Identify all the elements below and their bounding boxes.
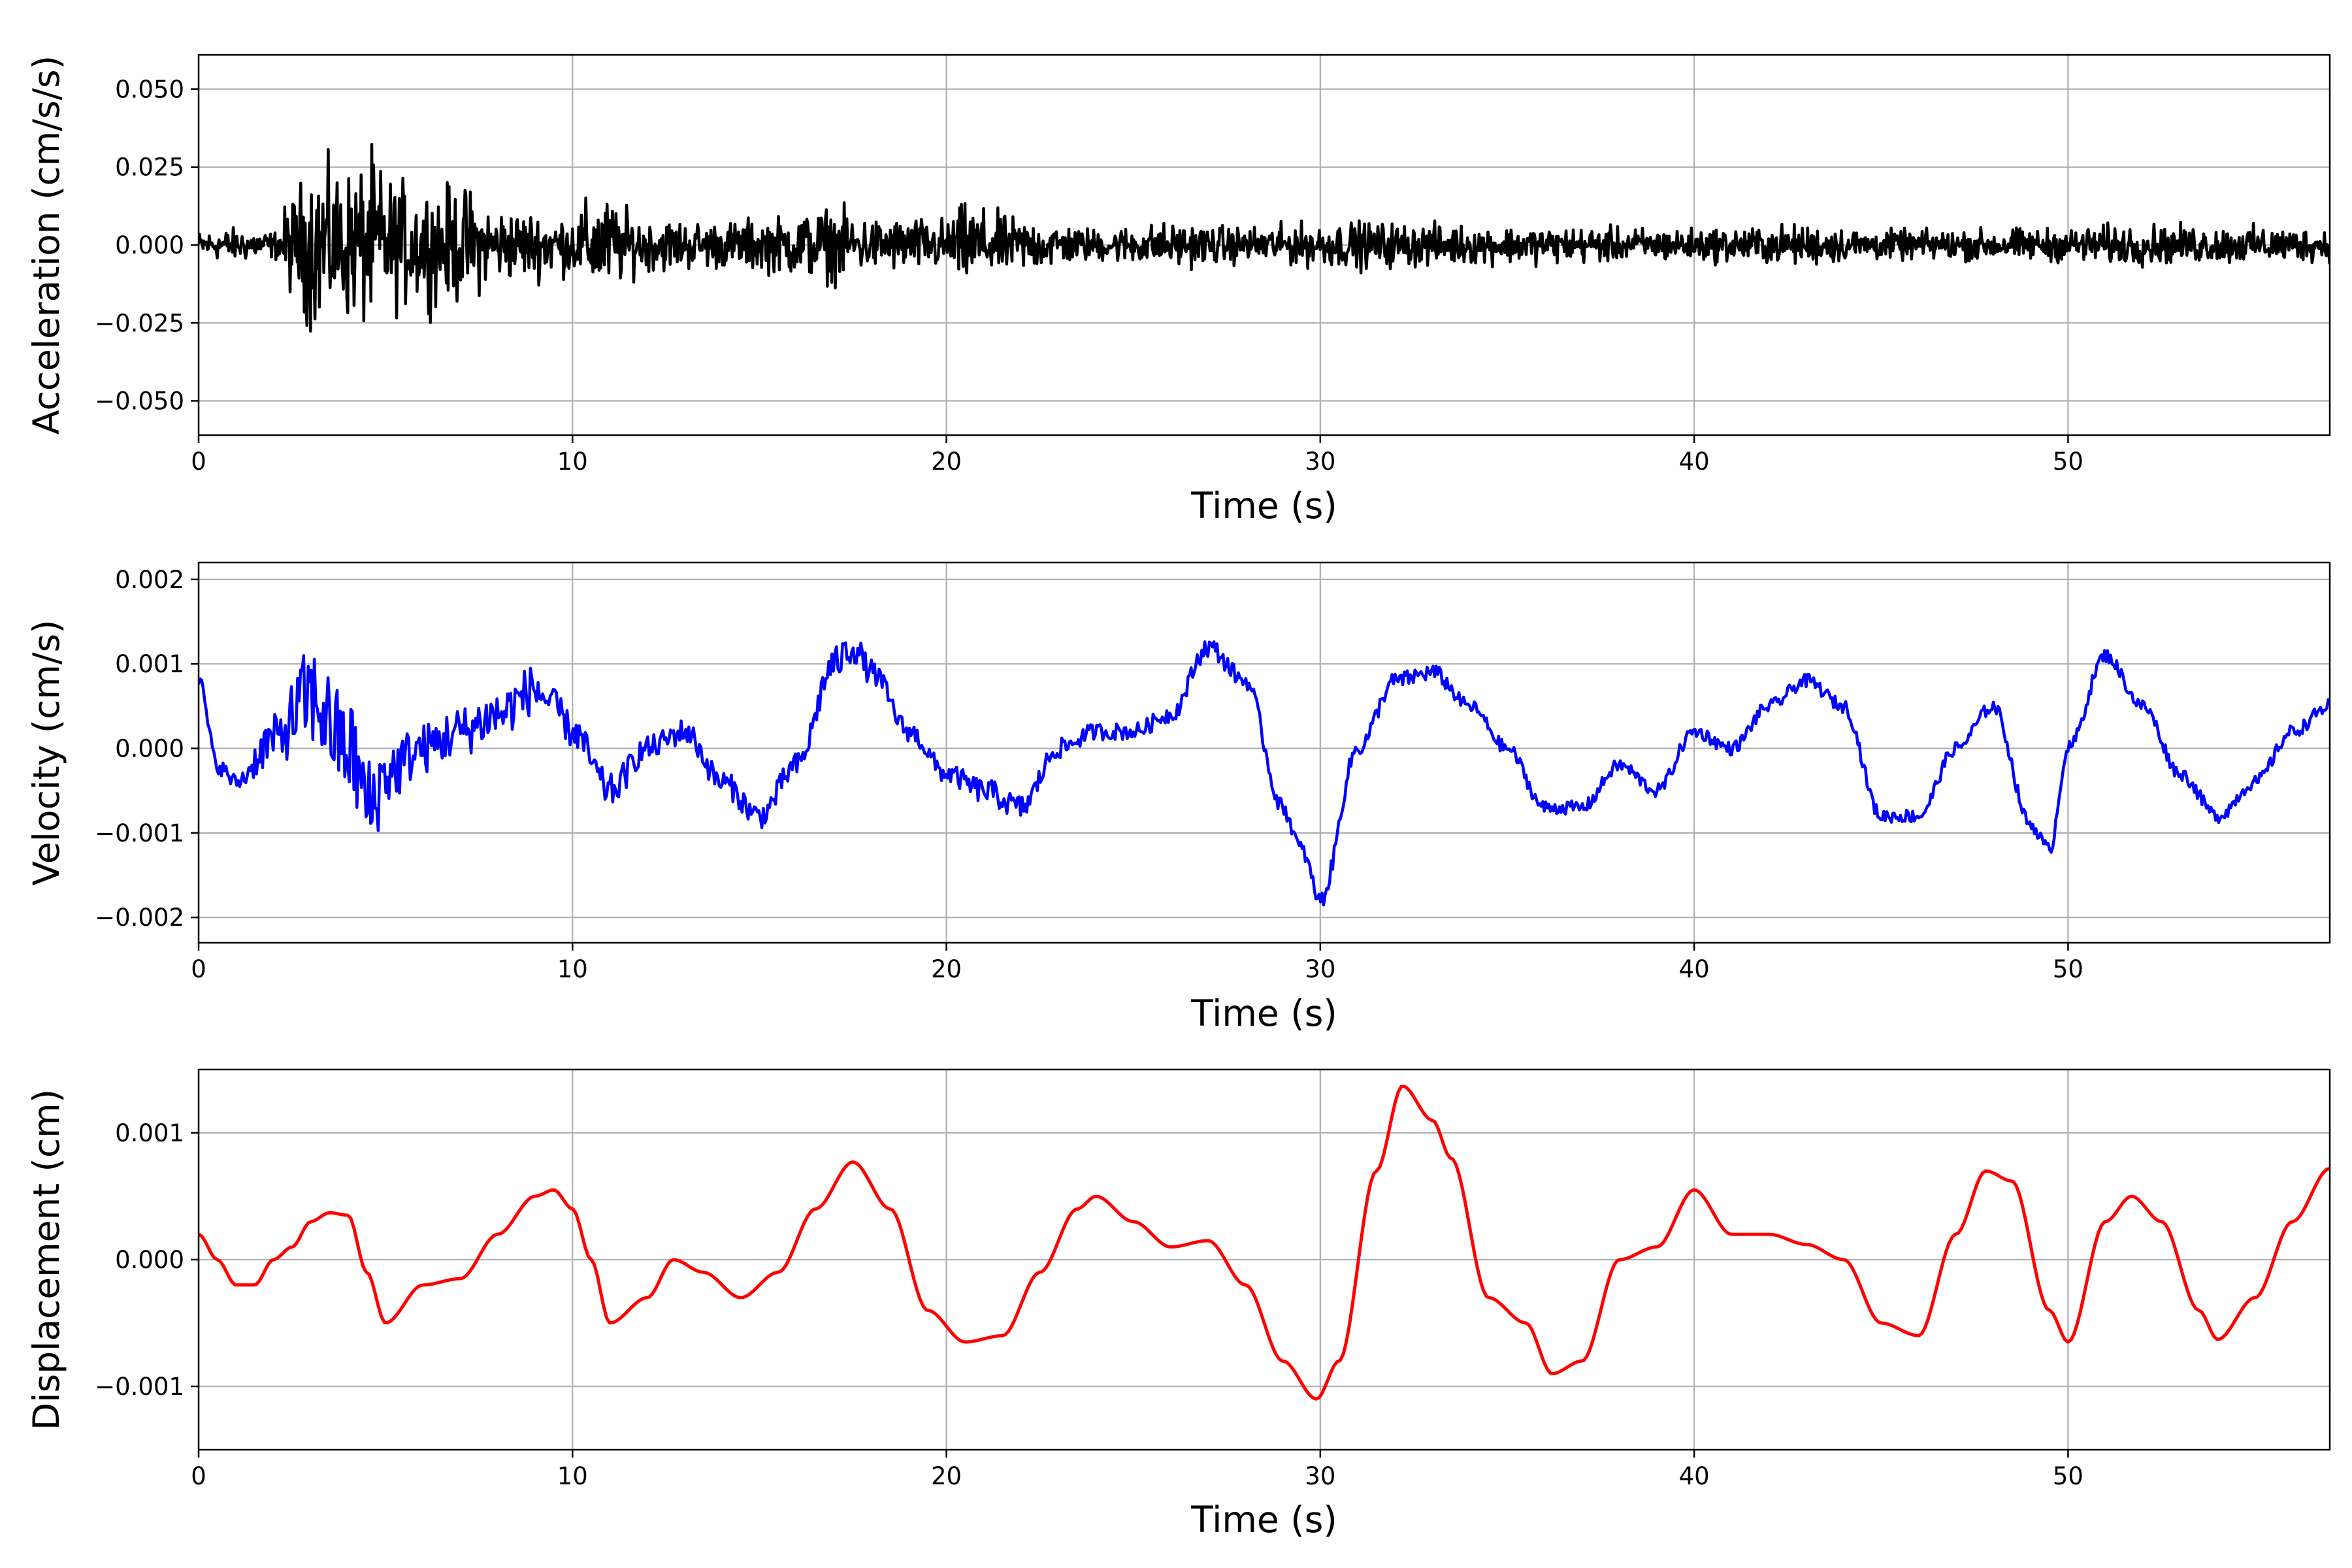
acceleration-ytick-label: −0.025 [95,309,184,337]
displacement-panel: Displacement (cm) Time (s) 0 10 20 30 40 50 0.… [25,1068,2331,1541]
displacement-xtick-label: 50 [2053,1462,2083,1490]
acceleration-xtick-label: 30 [1305,448,1335,476]
acceleration-series-line [199,142,2330,333]
displacement-series-line [199,1085,2330,1401]
displacement-xtick-label: 30 [1305,1462,1335,1490]
velocity-ytick-label: 0.000 [115,735,184,763]
velocity-xtick-label: 30 [1305,955,1335,983]
velocity-xtick-label: 10 [557,955,588,983]
displacement-xtick-label: 40 [1679,1462,1710,1490]
velocity-ytick-label: −0.001 [95,819,184,847]
displacement-xtick-label: 10 [557,1462,588,1490]
displacement-ylabel: Displacement (cm) [25,1089,67,1430]
velocity-panel: Velocity (cm/s) Time (s) 0 10 20 30 40 50 0.00… [25,561,2331,1034]
acceleration-ytick-label: 0.050 [115,75,184,103]
velocity-axes-frame [197,561,2331,944]
displacement-ytick-label: −0.001 [95,1373,184,1401]
velocity-xtick-label: 20 [931,955,962,983]
acceleration-xtick-label: 20 [931,448,962,476]
displacement-ytick-label: 0.000 [115,1246,184,1274]
displacement-xtick-label: 20 [931,1462,962,1490]
velocity-xlabel: Time (s) [1190,992,1337,1034]
acceleration-xtick-label: 50 [2053,448,2083,476]
displacement-xtick-label: 0 [191,1462,206,1490]
velocity-series-line [199,640,2330,907]
velocity-ylabel: Velocity (cm/s) [25,619,67,885]
displacement-ytick-label: 0.001 [115,1119,184,1147]
acceleration-panel: Acceleration (cm/s/s) Time (s) 0 10 20 30 40… [25,54,2331,527]
velocity-ytick-label: −0.002 [95,904,184,932]
acceleration-xtick-label: 0 [191,448,206,476]
velocity-xtick-label: 50 [2053,955,2083,983]
acceleration-xtick-label: 40 [1679,448,1710,476]
acceleration-xlabel: Time (s) [1190,485,1337,527]
acceleration-ytick-label: −0.050 [95,387,184,416]
velocity-xtick-label: 0 [191,955,206,983]
displacement-xlabel: Time (s) [1190,1499,1337,1541]
velocity-xtick-label: 40 [1679,955,1710,983]
acceleration-ylabel: Acceleration (cm/s/s) [25,56,67,434]
velocity-ytick-label: 0.001 [115,650,184,678]
acceleration-ytick-label: 0.000 [115,231,184,259]
acceleration-ytick-label: 0.025 [115,154,184,182]
acceleration-xtick-label: 10 [557,448,588,476]
velocity-ytick-label: 0.002 [115,566,184,594]
